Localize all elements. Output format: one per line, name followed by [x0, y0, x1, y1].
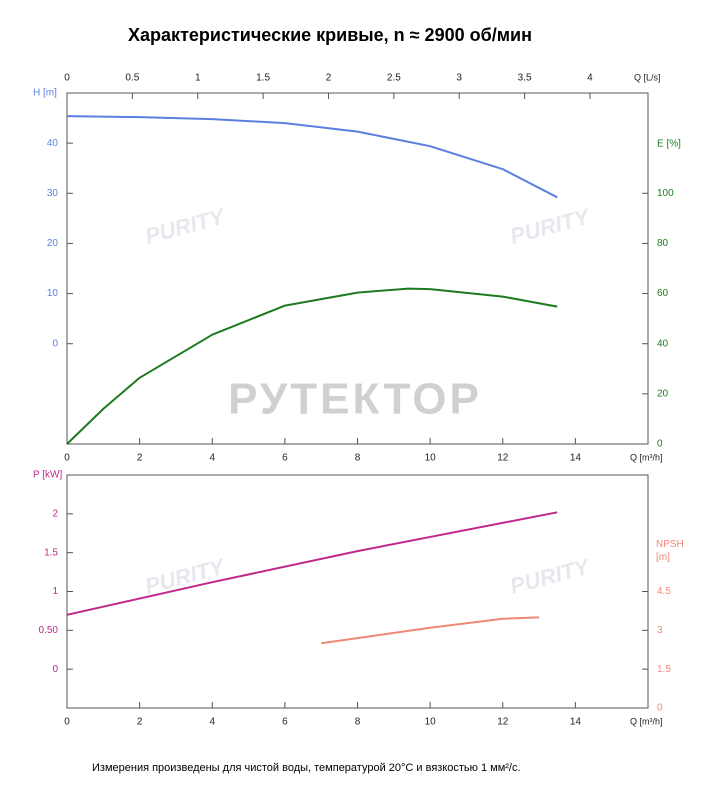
- y2-axis-label: NPSH [m]: [656, 539, 684, 563]
- y-tick-label: 2: [52, 508, 58, 519]
- x-tick-label: 8: [355, 717, 361, 728]
- series-line: [321, 616, 540, 645]
- y2-tick-label: 40: [657, 338, 669, 349]
- x2-tick-label: 2.5: [387, 73, 401, 84]
- y-tick-label: 0: [52, 338, 58, 349]
- y-tick-label: 10: [47, 288, 59, 299]
- logo: PURITY: [142, 203, 229, 249]
- x2-tick-label: 0.5: [125, 73, 139, 84]
- watermark: РУТЕКТОР: [228, 375, 482, 424]
- x-tick-label: 4: [209, 453, 215, 464]
- x-tick-label: 14: [570, 717, 582, 728]
- y2-tick-label: 0: [657, 439, 663, 450]
- x-tick-label: 6: [282, 717, 288, 728]
- y2-tick-label: 1.5: [657, 664, 671, 675]
- series-line: [66, 511, 558, 616]
- y2-axis-label: E [%]: [657, 139, 681, 150]
- x2-tick-label: 2: [326, 73, 332, 84]
- logo: PURITY: [142, 553, 229, 599]
- x-tick-label: 0: [64, 453, 70, 464]
- y2-tick-label: 60: [657, 288, 669, 299]
- x-axis-label: Q [m³/h]: [630, 452, 663, 462]
- logo: PURITY: [507, 553, 594, 599]
- x2-tick-label: 3.5: [518, 73, 532, 84]
- x2-tick-label: 1: [195, 73, 201, 84]
- x-tick-label: 14: [570, 453, 582, 464]
- y-tick-label: 0: [52, 664, 58, 675]
- x-tick-label: 12: [497, 453, 509, 464]
- y2-tick-label: 80: [657, 238, 669, 249]
- y-tick-label: 1: [52, 586, 58, 597]
- y-tick-label: 40: [47, 138, 59, 149]
- footnote: Измерения произведены для чистой воды, т…: [92, 762, 521, 774]
- series-line: [66, 287, 558, 445]
- x2-tick-label: 4: [587, 73, 593, 84]
- x-axis-label: Q [m³/h]: [630, 716, 663, 726]
- x2-tick-label: 1.5: [256, 73, 270, 84]
- x-tick-label: 10: [425, 453, 437, 464]
- x-tick-label: 12: [497, 717, 509, 728]
- y2-tick-label: 0: [657, 703, 663, 714]
- y-tick-label: 30: [47, 188, 59, 199]
- x-tick-label: 10: [425, 717, 437, 728]
- series-line: [66, 115, 558, 199]
- x2-axis-label: Q [L/s]: [634, 72, 661, 82]
- y-axis-label: P [kW]: [33, 470, 62, 481]
- y2-tick-label: 100: [657, 188, 674, 199]
- x2-tick-label: 0: [64, 73, 70, 84]
- x2-tick-label: 3: [456, 73, 462, 84]
- x-tick-label: 6: [282, 453, 288, 464]
- y-tick-label: 20: [47, 238, 59, 249]
- x-tick-label: 2: [137, 453, 143, 464]
- y2-tick-label: 4.5: [657, 586, 671, 597]
- y-tick-label: 1.5: [44, 547, 58, 558]
- x-tick-label: 0: [64, 717, 70, 728]
- y2-tick-label: 20: [657, 388, 669, 399]
- logo: PURITY: [507, 203, 594, 249]
- y-axis-label: H [m]: [33, 88, 57, 99]
- x-tick-label: 4: [209, 717, 215, 728]
- y2-tick-label: 3: [657, 625, 663, 636]
- x-tick-label: 8: [355, 453, 361, 464]
- x-tick-label: 2: [137, 717, 143, 728]
- chart-title: Характеристические кривые, n ≈ 2900 об/м…: [128, 25, 532, 45]
- y-tick-label: 0.50: [39, 625, 59, 636]
